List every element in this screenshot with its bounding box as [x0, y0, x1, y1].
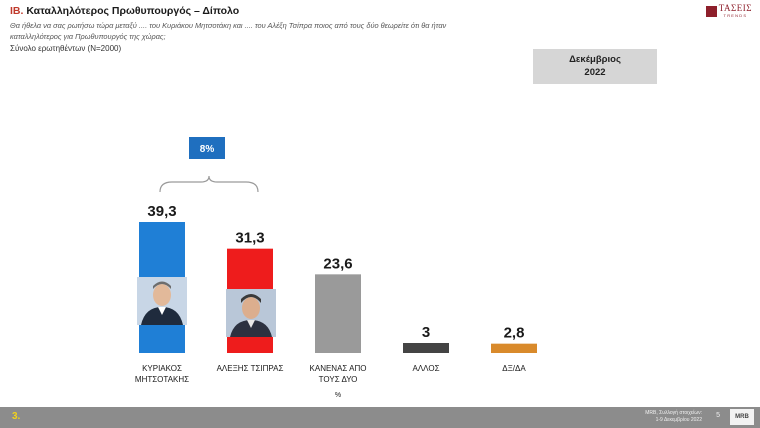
survey-question: Θα ήθελα να σας ρωτήσω τώρα μεταξύ .... … [10, 20, 530, 42]
period-year: 2022 [584, 67, 606, 78]
footer-source-line-2: 1-9 Δεκεμβρίου 2022 [655, 417, 702, 423]
footer-logo: MRB [730, 409, 754, 425]
category-label-2-1: ΤΟΥΣ ΔΥΟ [319, 375, 358, 384]
category-label-4-0: ΔΞ/ΔΑ [502, 364, 526, 373]
period-box: Δεκέμβριος 2022 [533, 49, 657, 84]
footer-slide-number: 5 [716, 412, 720, 419]
title-text: Καταλληλότερος Πρωθυπουργός – Δίπολο [26, 5, 240, 17]
unit-label: % [335, 392, 341, 399]
logo-sub: TRENDS [723, 13, 748, 18]
logo-mark-icon [705, 5, 717, 17]
difference-badge [189, 137, 225, 159]
footer-source-line-1: MRB, Συλλογή στοιχείων: [645, 410, 702, 416]
value-label-1: 31,3 [235, 230, 264, 247]
category-label-0-1: ΜΗΤΣΟΤΑΚΗΣ [135, 375, 189, 384]
difference-bracket [159, 175, 259, 193]
value-label-3: 3 [422, 324, 430, 341]
category-label-1-0: ΑΛΕΞΗΣ ΤΣΙΠΡΑΣ [217, 364, 284, 373]
bar-chart: 39,3 ΚΥΡΙΑΚΟΣ ΜΗΤΣΟΤΑΚΗΣ 31,3 ΑΛΕΞΗΣ ΤΣΙΠΡΑΣ… [135, 137, 537, 399]
bar-2 [315, 274, 361, 353]
mitsotakis-photo [137, 277, 187, 325]
bar-3 [403, 343, 449, 353]
footer-page-number: 3. [12, 411, 21, 422]
value-label-4: 2,8 [504, 325, 525, 342]
brand-logo: ΤΑΣΕΙΣ TRENDS [705, 3, 752, 18]
period-month: Δεκέμβριος [569, 54, 621, 65]
question-line-2: καταλληλότερος για Πρωθυπουργός της χώρα… [10, 32, 166, 41]
question-line-1: Θα ήθελα να σας ρωτήσω τώρα μεταξύ .... … [10, 21, 447, 30]
tsipras-photo [226, 288, 276, 337]
section-number: ΙΒ. [10, 5, 24, 17]
value-label-2: 23,6 [323, 255, 352, 272]
category-label-2-0: ΚΑΝΕΝΑΣ ΑΠΟ [310, 364, 367, 373]
footer-source: MRB, Συλλογή στοιχείων: 1-9 Δεκεμβρίου 2… [645, 410, 702, 424]
bar-4 [491, 343, 537, 353]
category-label-0-0: ΚΥΡΙΑΚΟΣ [142, 364, 182, 373]
footer-bar: 3. MRB, Συλλογή στοιχείων: 1-9 Δεκεμβρίο… [0, 407, 760, 428]
sample-base: Σύνολο ερωτηθέντων (N=2000) [10, 44, 122, 53]
difference-label: 8% [200, 144, 215, 155]
page-title: ΙΒ. Καταλληλότερος Πρωθυπουργός – Δίπολο [10, 5, 239, 17]
category-label-3-0: ΑΛΛΟΣ [412, 364, 439, 373]
logo-name: ΤΑΣΕΙΣ [718, 3, 752, 13]
value-label-0: 39,3 [147, 203, 176, 220]
